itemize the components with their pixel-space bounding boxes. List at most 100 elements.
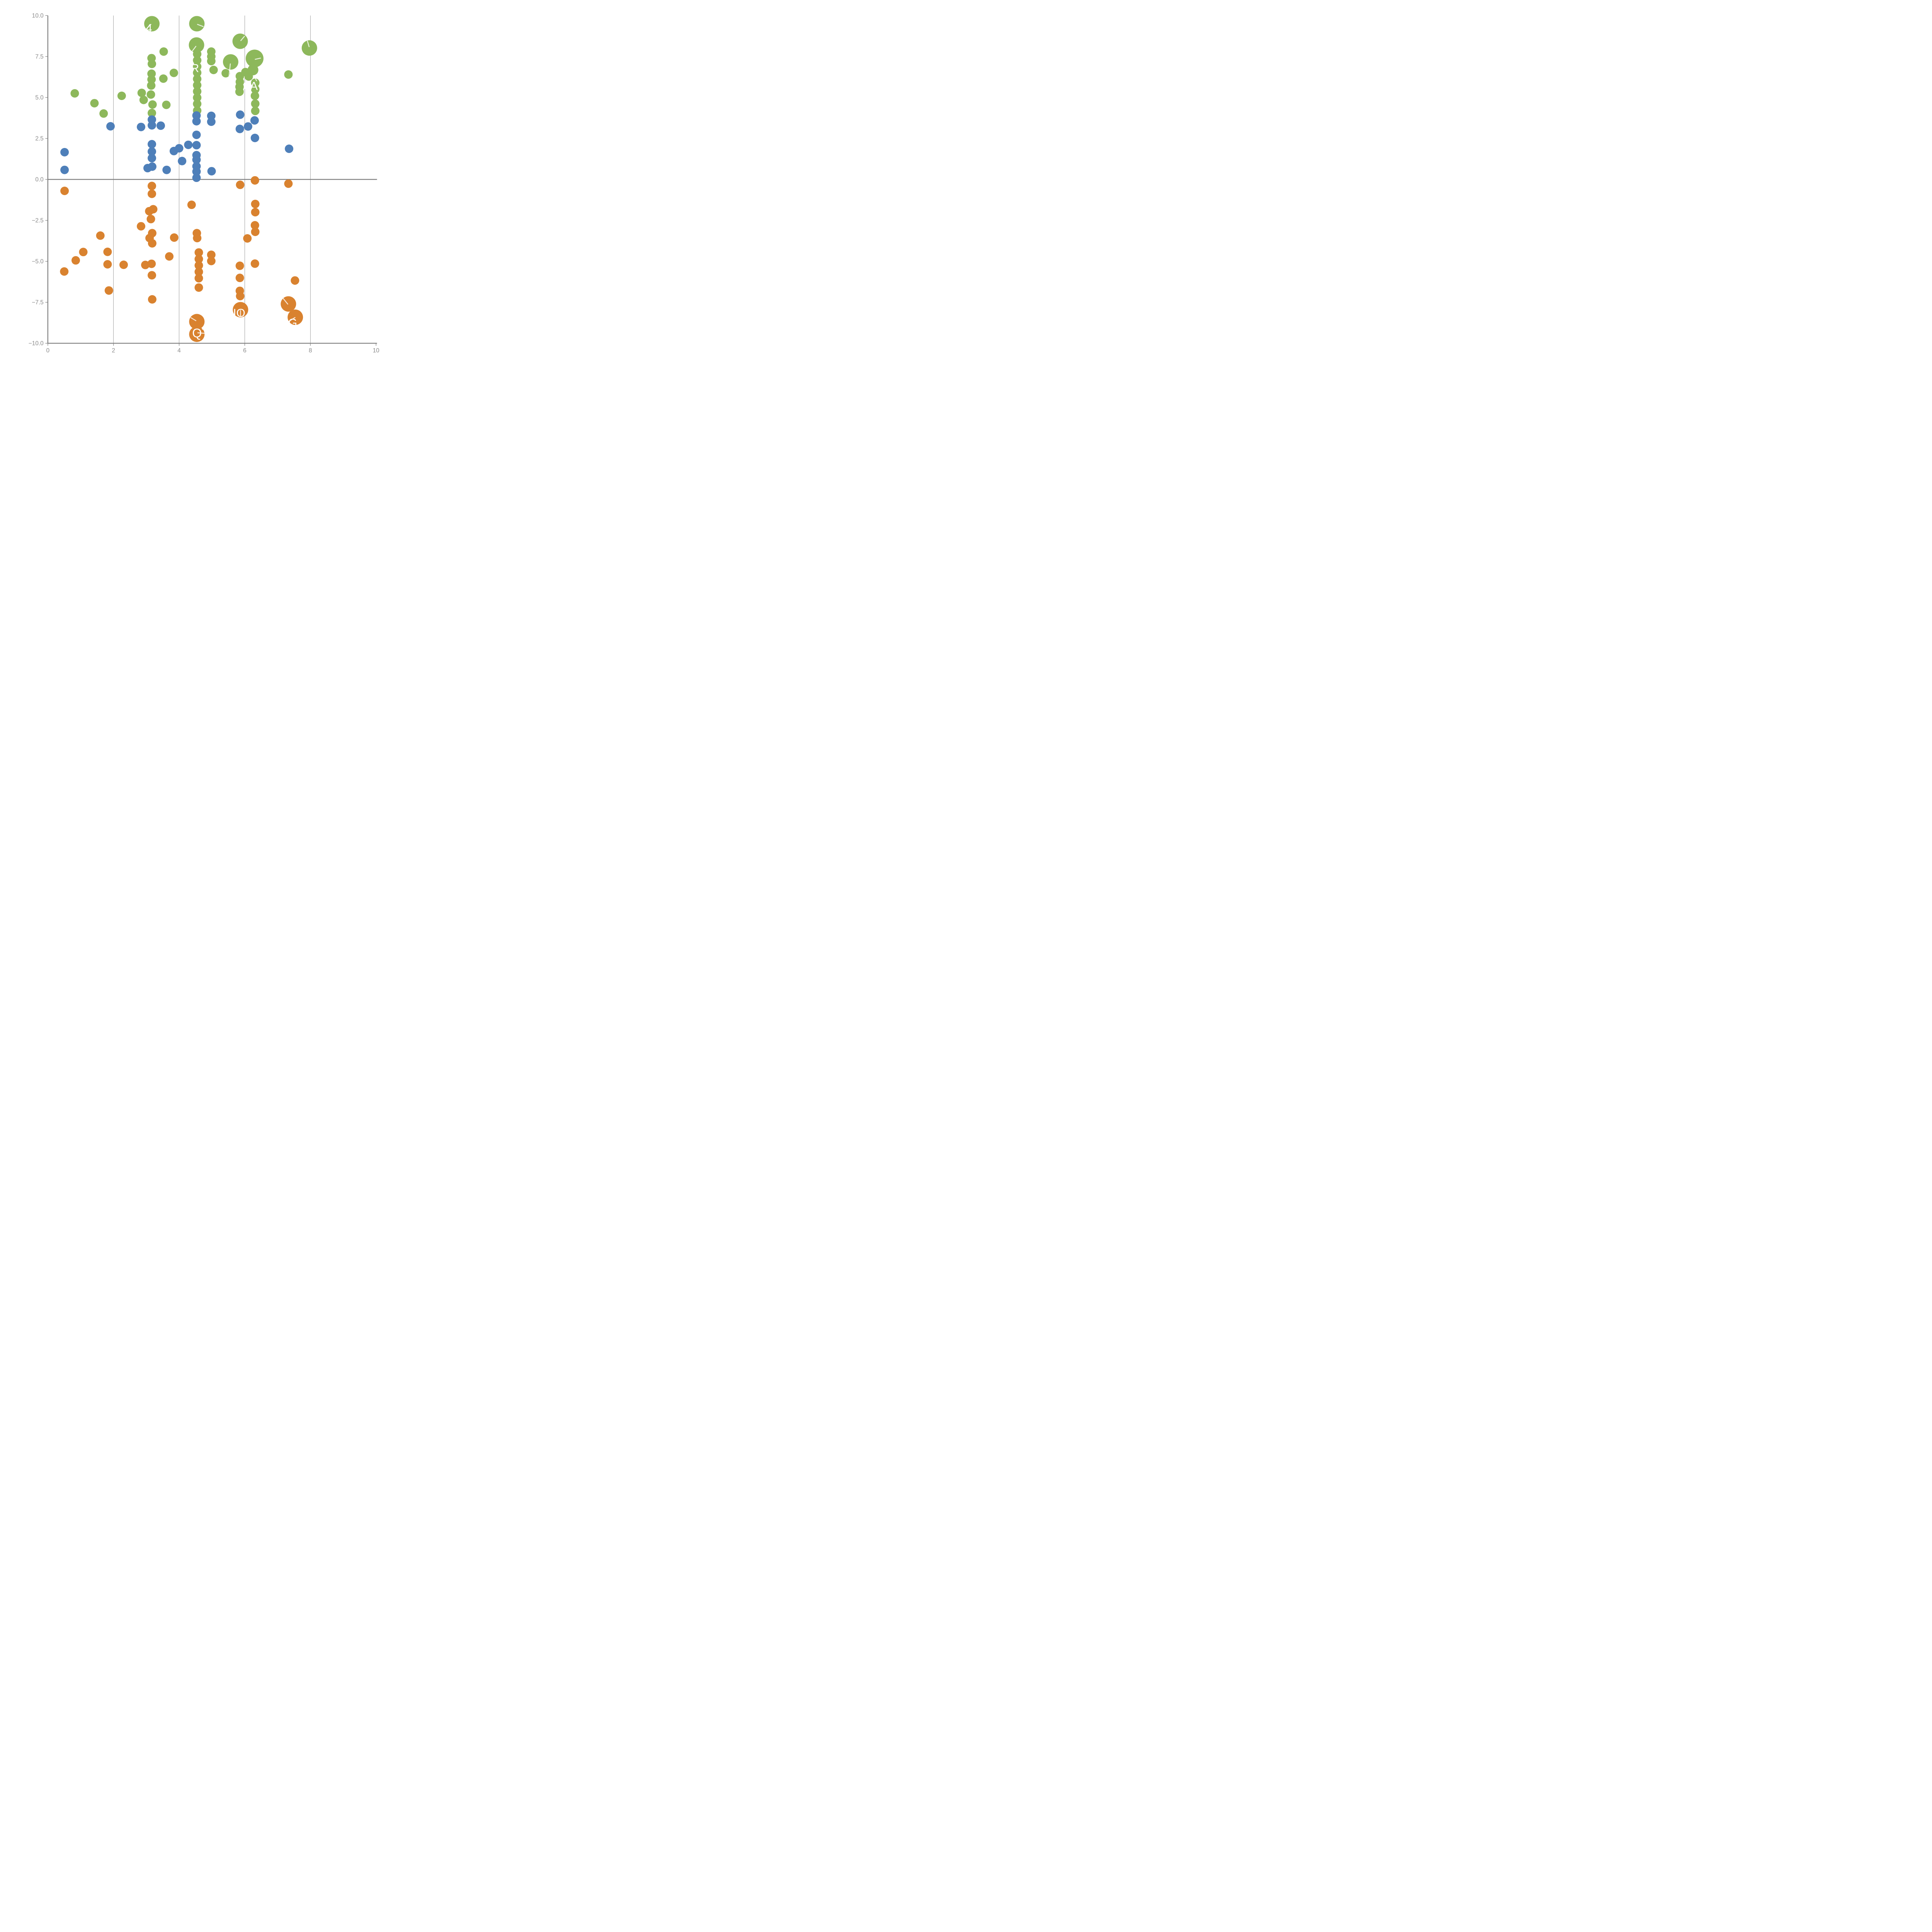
data-point-orange bbox=[236, 292, 245, 301]
annotation-label: R bbox=[190, 62, 199, 75]
annotation-leader-line bbox=[146, 24, 151, 29]
data-point-green bbox=[148, 109, 156, 117]
data-point-orange bbox=[60, 267, 69, 276]
data-point-green bbox=[221, 69, 230, 78]
data-point-orange bbox=[233, 302, 248, 318]
data-point-orange bbox=[103, 247, 112, 256]
data-point-orange bbox=[96, 231, 105, 240]
data-point-green bbox=[247, 65, 259, 76]
data-point-orange bbox=[235, 274, 244, 282]
data-point-green bbox=[209, 66, 218, 75]
data-point-orange bbox=[284, 179, 293, 188]
data-point-blue bbox=[106, 122, 115, 131]
data-point-green bbox=[159, 47, 168, 56]
data-point-blue bbox=[207, 111, 216, 120]
data-point-green bbox=[147, 81, 156, 90]
data-point-blue bbox=[175, 144, 184, 153]
y-tick-label: −10.0 bbox=[29, 340, 44, 347]
plot-canvas: 10.0 7.5 5.0 2.5 0.0 −2.5 −5.0 −7.5 −10.00 2 4 6 8 10… bbox=[29, 13, 380, 354]
data-point-green bbox=[251, 99, 260, 108]
data-point-green bbox=[193, 87, 202, 96]
data-point-green bbox=[148, 100, 157, 109]
data-point-orange bbox=[291, 276, 299, 285]
data-point-green bbox=[70, 89, 79, 98]
data-point-blue bbox=[162, 165, 171, 174]
data-point-blue bbox=[285, 144, 294, 153]
data-point-blue bbox=[156, 121, 165, 130]
data-point-green bbox=[159, 74, 168, 83]
annotation-label: 4 bbox=[146, 22, 152, 35]
data-point-orange bbox=[60, 186, 69, 195]
data-point-blue bbox=[192, 173, 201, 182]
data-point-orange bbox=[251, 199, 260, 208]
annotation-leader-line bbox=[228, 63, 231, 77]
data-point-orange bbox=[170, 233, 179, 242]
data-point-orange bbox=[287, 309, 303, 325]
annotation-leader-line bbox=[307, 41, 310, 47]
data-point-green bbox=[251, 107, 260, 116]
data-point-green bbox=[147, 75, 156, 84]
data-point-blue bbox=[192, 167, 201, 176]
data-point-blue bbox=[60, 165, 69, 174]
data-point-blue bbox=[192, 155, 201, 164]
data-point-blue bbox=[207, 167, 216, 176]
data-point-orange bbox=[194, 267, 203, 276]
data-point-blue bbox=[60, 148, 69, 156]
x-tick-label: 6 bbox=[243, 347, 247, 354]
annotation-leader-line bbox=[197, 24, 204, 27]
data-point-green bbox=[139, 95, 148, 104]
data-point-green bbox=[251, 78, 260, 87]
y-tick-label: 0.0 bbox=[35, 177, 44, 183]
data-point-orange bbox=[104, 286, 113, 295]
data-point-orange bbox=[148, 239, 156, 248]
data-point-green bbox=[137, 88, 146, 97]
data-point-blue bbox=[192, 141, 201, 150]
data-point-orange bbox=[194, 248, 203, 257]
data-point-orange bbox=[243, 234, 252, 243]
data-point-green bbox=[193, 75, 202, 83]
x-tick-label: 0 bbox=[46, 347, 49, 354]
y-tick-label: 10.0 bbox=[32, 13, 44, 19]
data-point-blue bbox=[178, 156, 187, 165]
data-point-green bbox=[193, 99, 202, 108]
data-point-orange bbox=[236, 180, 245, 189]
scatter-chart-figure: 10.0 7.5 5.0 2.5 0.0 −2.5 −5.0 −7.5 −10.0 0 2 4 6 8 10… bbox=[0, 0, 386, 386]
y-tick-label: −2.5 bbox=[32, 218, 44, 224]
data-point-green bbox=[250, 92, 259, 100]
data-point-orange bbox=[189, 327, 205, 342]
data-point-orange bbox=[194, 255, 203, 264]
data-point-green bbox=[193, 62, 202, 71]
data-point-orange bbox=[79, 248, 88, 257]
data-point-green bbox=[235, 87, 244, 96]
annotation-leader-line bbox=[253, 76, 257, 82]
data-point-orange bbox=[103, 260, 112, 269]
x-tick-label: 10 bbox=[373, 347, 380, 354]
data-point-orange bbox=[148, 189, 156, 198]
annotation-label: QT bbox=[192, 326, 209, 340]
data-point-blue bbox=[184, 140, 193, 149]
annotation-label: IO bbox=[233, 307, 245, 320]
x-tick-label: 4 bbox=[177, 347, 181, 354]
data-point-blue bbox=[235, 124, 244, 133]
data-point-orange bbox=[194, 274, 203, 283]
data-point-green bbox=[90, 99, 99, 108]
data-point-green bbox=[193, 81, 202, 90]
data-point-orange bbox=[146, 214, 155, 223]
data-point-green bbox=[207, 57, 216, 66]
data-point-green bbox=[193, 93, 202, 102]
data-point-blue bbox=[148, 154, 156, 163]
data-point-blue bbox=[148, 140, 156, 149]
data-point-green bbox=[99, 109, 108, 118]
data-point-green bbox=[284, 70, 293, 79]
annotation-leader-line bbox=[190, 317, 197, 321]
data-point-orange bbox=[194, 283, 203, 292]
data-point-orange bbox=[250, 259, 259, 268]
data-point-orange bbox=[250, 176, 259, 185]
data-point-orange bbox=[251, 228, 260, 236]
data-point-blue bbox=[207, 117, 216, 126]
data-point-green bbox=[117, 92, 126, 100]
y-tick-label: 7.5 bbox=[35, 54, 44, 60]
data-point-orange bbox=[119, 260, 128, 269]
data-point-orange bbox=[250, 221, 259, 230]
data-point-green bbox=[245, 49, 264, 68]
